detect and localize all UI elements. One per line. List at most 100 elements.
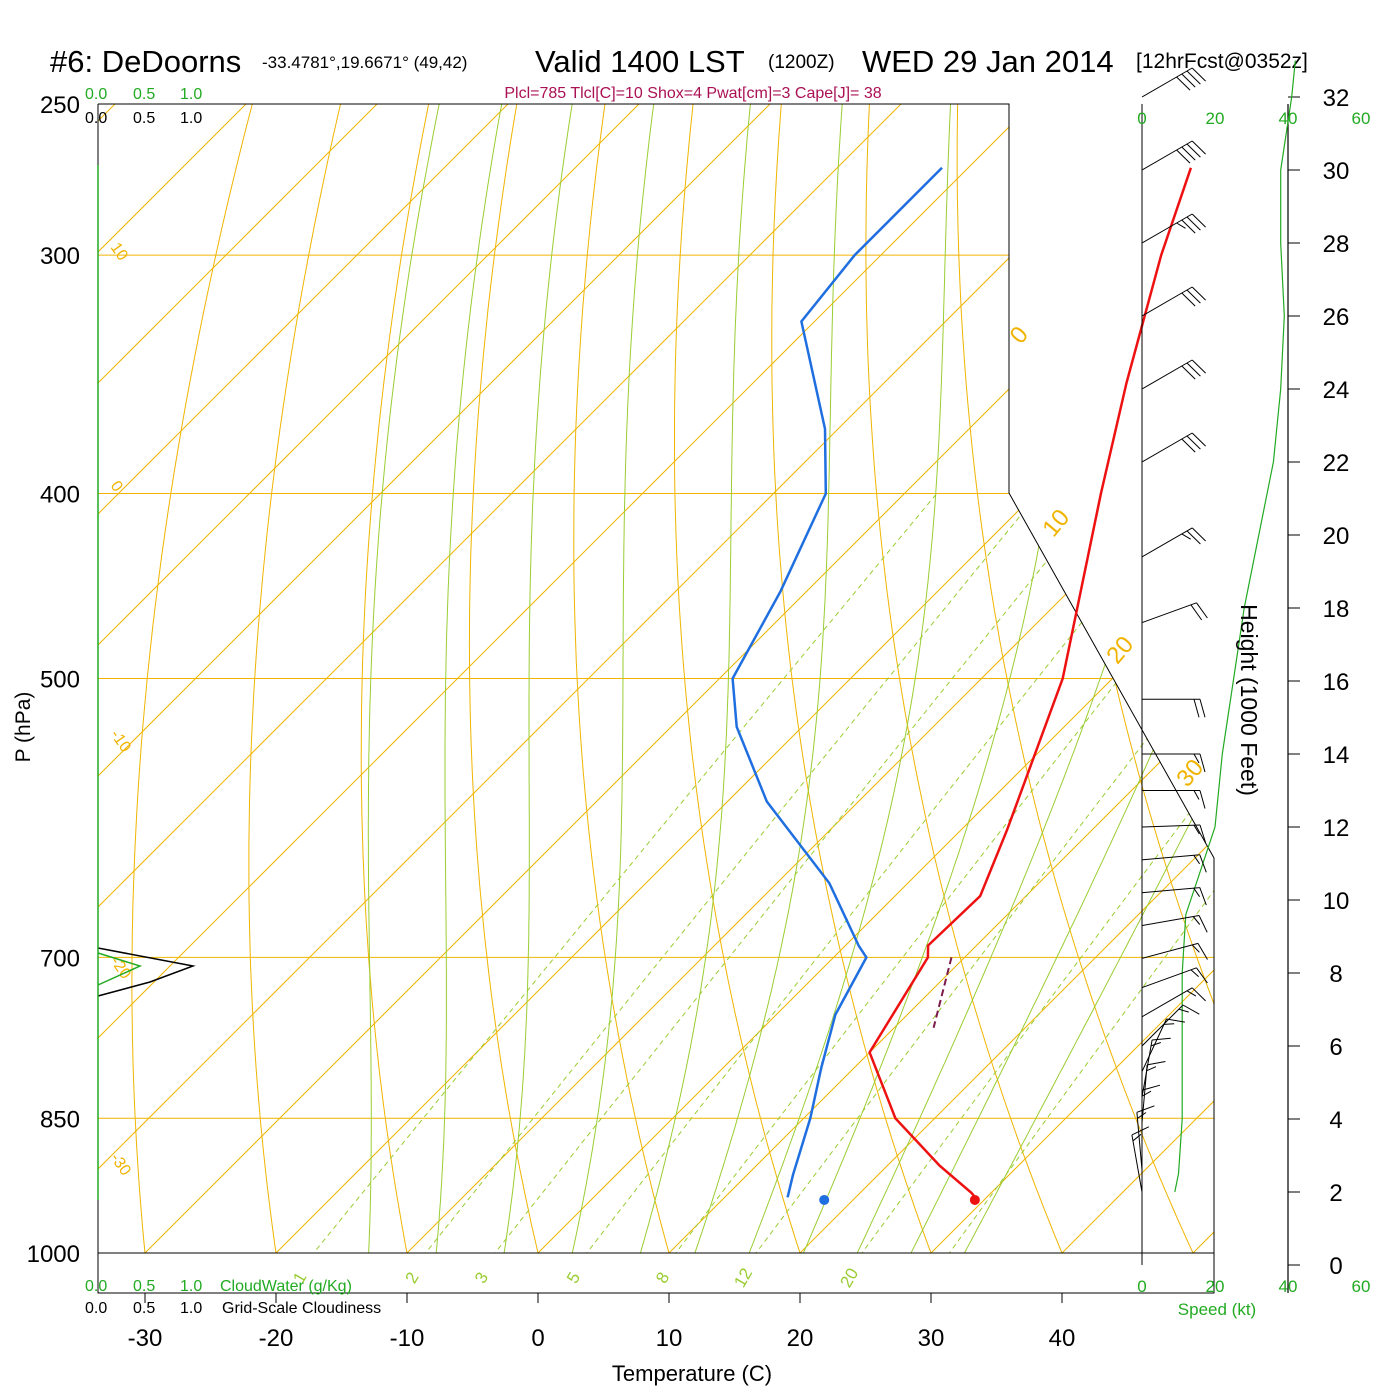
pressure-tick-label: 400 [40,482,80,509]
barb-staff [1141,1004,1184,1047]
barb-feather [1181,219,1196,234]
barb-feather [1181,146,1196,161]
barb-feather [1191,140,1206,155]
cloud-tick: 1.0 [180,1278,202,1295]
moist-adiabat [366,104,444,1253]
parcel-line [932,957,953,1028]
cloud-tick: 1.0 [180,110,202,127]
barb-staff [1141,527,1193,558]
mixing-ratio-line [567,493,1185,1253]
wind-barb [1141,527,1206,558]
dry-adiabat [1307,70,1400,1301]
barb-feather [1193,790,1200,800]
mixing-ratio-line [656,493,1214,1253]
moist-adiabat [942,104,1214,1253]
wind-barb [1141,432,1206,463]
dry-adiabat [131,104,262,1253]
barb-feather [1186,216,1201,231]
isotherm-label-left: -30 [107,1150,134,1179]
wind-barb [1141,140,1206,171]
mixing-ratio-line [931,493,1214,1253]
speed-axis-label: Speed (kt) [1178,1300,1256,1319]
barb-staff [1141,1039,1153,1098]
top-cloudwater-ticks: 0.0 0.5 1.0 [85,86,202,103]
height-tick-label: 8 [1329,961,1342,988]
barb-feather [1176,76,1191,91]
wind-barb [1141,67,1206,98]
mixing-ratio-line [475,493,1102,1253]
title-forecast: [12hrFcst@0352z] [1136,50,1308,73]
isotherm-label-left: -10 [107,727,134,756]
wind-barb [1141,359,1206,390]
cloudwater-label: CloudWater (g/Kg) [220,1278,352,1295]
wind-barb [1142,790,1206,809]
x-axis-label: Temperature (C) [612,1361,772,1386]
x-tick-label: -30 [128,1325,163,1352]
height-tick-label: 10 [1323,888,1350,915]
cloud-tick: 0.5 [133,86,155,103]
wind-barb [1136,1105,1155,1171]
surface-dewpoint-dot [819,1194,830,1205]
isotherm-label-left: -20 [107,954,134,983]
isotherm-line [497,104,1214,1253]
moist-adiabat [680,104,844,1253]
barb-staff [1136,1112,1143,1171]
barb-staff [1141,286,1193,317]
barb-feather [1181,365,1196,380]
isotherm-line [98,104,543,1253]
barb-feather [1191,359,1206,374]
dry-adiabat [468,104,551,1253]
wind-barb [1141,1004,1200,1047]
barb-feather [1181,533,1191,540]
barb-staff [1141,213,1193,244]
barb-feather [1181,438,1196,453]
isotherm-line [366,104,1214,1253]
speed-tick-bottom: 40 [1279,1277,1298,1296]
pressure-tick-label: 850 [40,1106,80,1133]
pressure-tick-label: 250 [40,92,80,119]
barb-feather [1191,987,1206,1002]
moist-adiabat [837,104,1214,1253]
dewpoint-line [731,166,943,1198]
isotherm-line [98,104,805,1253]
moist-adiabat [431,104,506,1253]
isotherm-line [98,104,1198,1253]
pressure-tick-label: 500 [40,667,80,694]
barb-feather [1199,887,1207,906]
barb-feather [1146,1066,1157,1072]
barb-feather [1186,362,1201,377]
isotherm-line [759,104,1214,1253]
wind-barb [1141,1061,1166,1123]
cloud-tick: 1.0 [180,86,202,103]
barb-feather [1186,435,1201,450]
height-tick-label: 4 [1329,1107,1342,1134]
height-tick-label: 14 [1323,742,1350,769]
height-tick-label: 30 [1323,158,1350,185]
dry-adiabat [1132,104,1214,1253]
isotherm-line [98,104,936,1253]
barb-feather [1193,699,1200,718]
mixing-ratio-line [843,493,1214,1253]
isotherm-line [1152,104,1214,1253]
isotherm-line [235,104,1214,1253]
wind-barb [1141,824,1207,843]
cloudwater-profile [97,952,143,986]
x-tick-label: -10 [390,1325,425,1352]
thermo-grid [98,70,1400,1301]
isotherm-line [98,104,412,1253]
isotherm-line [98,104,1067,1253]
cloud-tick: 1.0 [180,1300,202,1317]
cloud-tick: 0.0 [85,1278,107,1295]
barb-feather [1192,916,1201,925]
barb-feather [1147,1061,1166,1066]
speed-tick-bottom: 60 [1352,1277,1371,1296]
barb-feather [1181,73,1196,88]
indices-text: Plcl=785 Tlcl[C]=10 Shox=4 Pwat[cm]=3 Ca… [504,85,881,102]
x-tick-label: 40 [1049,1325,1076,1352]
title-valid: Valid 1400 LST [535,44,745,79]
wind-barb [1142,753,1206,773]
barb-feather [1136,1105,1155,1113]
isotherm-line [98,104,674,1253]
